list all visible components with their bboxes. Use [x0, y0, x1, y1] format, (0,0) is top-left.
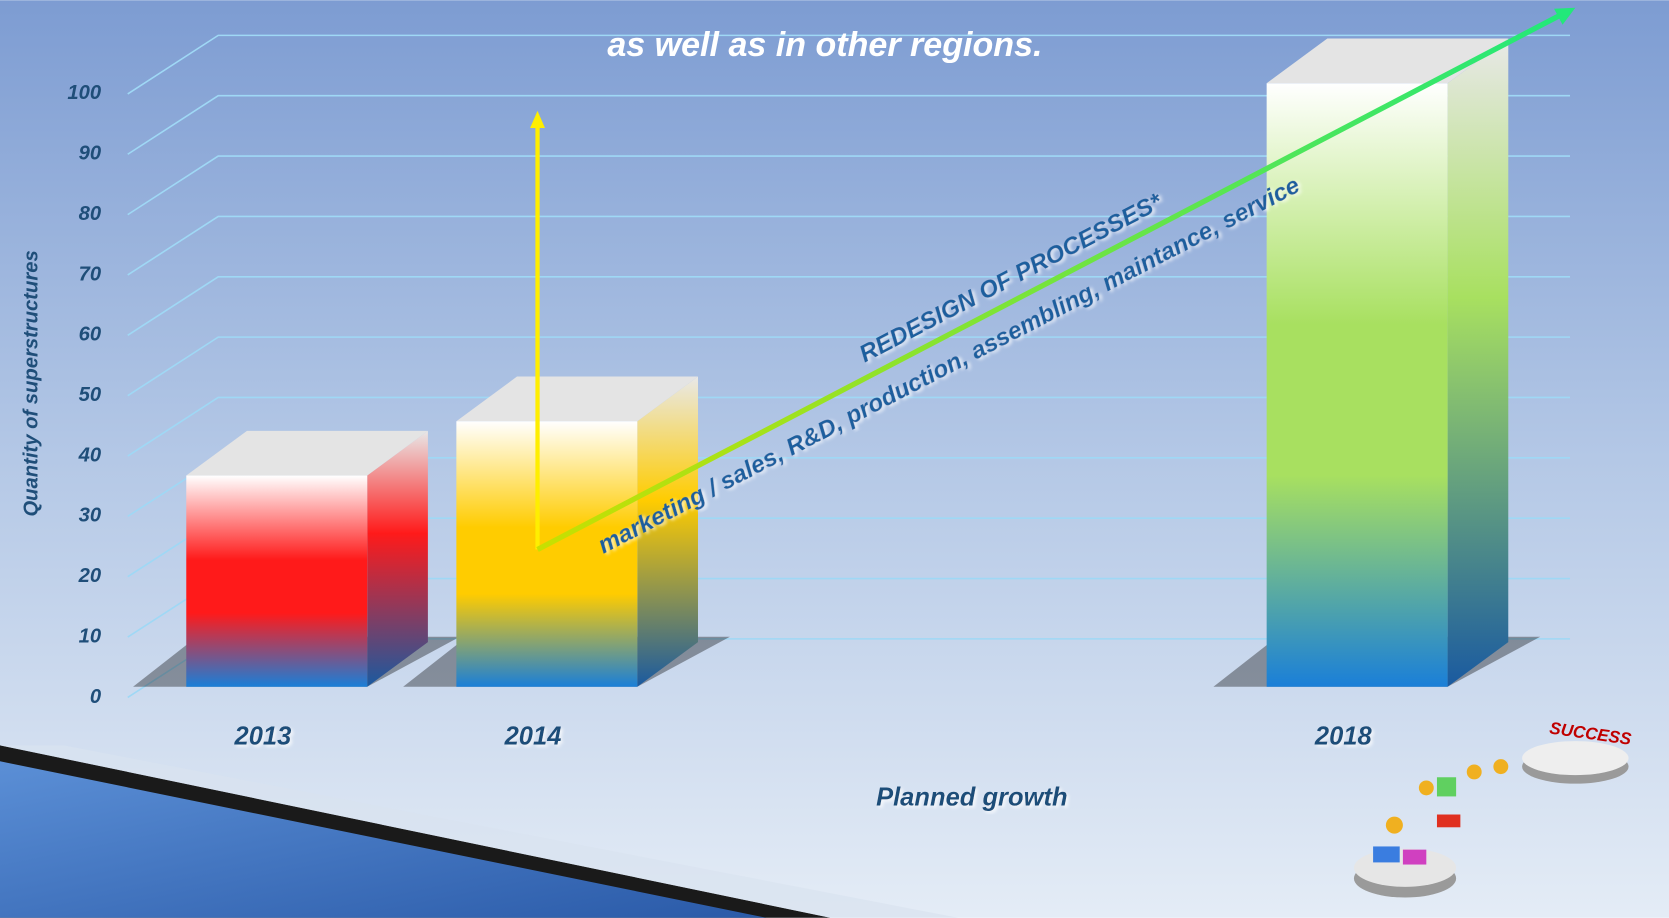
grid-line	[127, 215, 1571, 276]
grid-line	[127, 336, 1571, 397]
grid-line	[127, 94, 1571, 155]
plot: 0 10 20 30 40 50 60 70 80 90 100 2013 2014 2018	[67, 34, 1571, 751]
bar-top	[456, 376, 698, 422]
y-tick-label: 50	[79, 384, 102, 406]
x-tick-label: 2013	[234, 723, 292, 751]
chart-title: as well as in other regions.	[607, 26, 1042, 64]
x-axis-label: Planned growth	[876, 783, 1067, 811]
y-tick-label: 10	[79, 625, 102, 647]
y-tick-label: 60	[79, 324, 102, 346]
green-arrow-head	[1554, 7, 1576, 25]
y-tick-label: 80	[79, 203, 102, 225]
x-tick-label: 2018	[1314, 723, 1373, 751]
y-tick-label: 20	[78, 565, 102, 587]
puzzle	[1436, 777, 1457, 797]
grid-line	[127, 396, 1571, 457]
figure	[1493, 759, 1509, 775]
success-graphic: SUCCESS	[1353, 719, 1633, 898]
puzzle	[1373, 846, 1400, 863]
grid-line	[127, 155, 1571, 216]
green-arrow	[536, 12, 1562, 552]
bar-side	[367, 430, 428, 687]
grid-line	[127, 34, 1571, 95]
bar	[456, 421, 638, 687]
y-tick-label: 0	[90, 686, 102, 708]
bar-side	[637, 376, 698, 687]
bar	[1266, 83, 1448, 687]
y-tick-label: 70	[79, 263, 102, 285]
decor-wedge-light	[0, 745, 958, 918]
pedestal-top	[1522, 741, 1629, 776]
grid-line	[127, 275, 1571, 336]
y-axis-label: Quantity of superstructures	[20, 250, 42, 516]
y-tick-label: 100	[67, 82, 101, 104]
figure	[1418, 780, 1434, 796]
yellow-arrow-head	[530, 110, 545, 128]
x-tick-label: 2014	[504, 723, 562, 751]
y-tick-label: 40	[78, 444, 102, 466]
bar-side	[1447, 38, 1509, 687]
y-tick-label: 90	[79, 143, 102, 165]
puzzle	[1436, 814, 1461, 828]
y-tick-label: 30	[79, 505, 102, 527]
puzzle	[1402, 849, 1427, 865]
figure	[1466, 764, 1482, 780]
bar	[186, 475, 368, 687]
arrows	[530, 7, 1576, 552]
figure	[1385, 816, 1403, 834]
bar-top	[186, 430, 428, 476]
